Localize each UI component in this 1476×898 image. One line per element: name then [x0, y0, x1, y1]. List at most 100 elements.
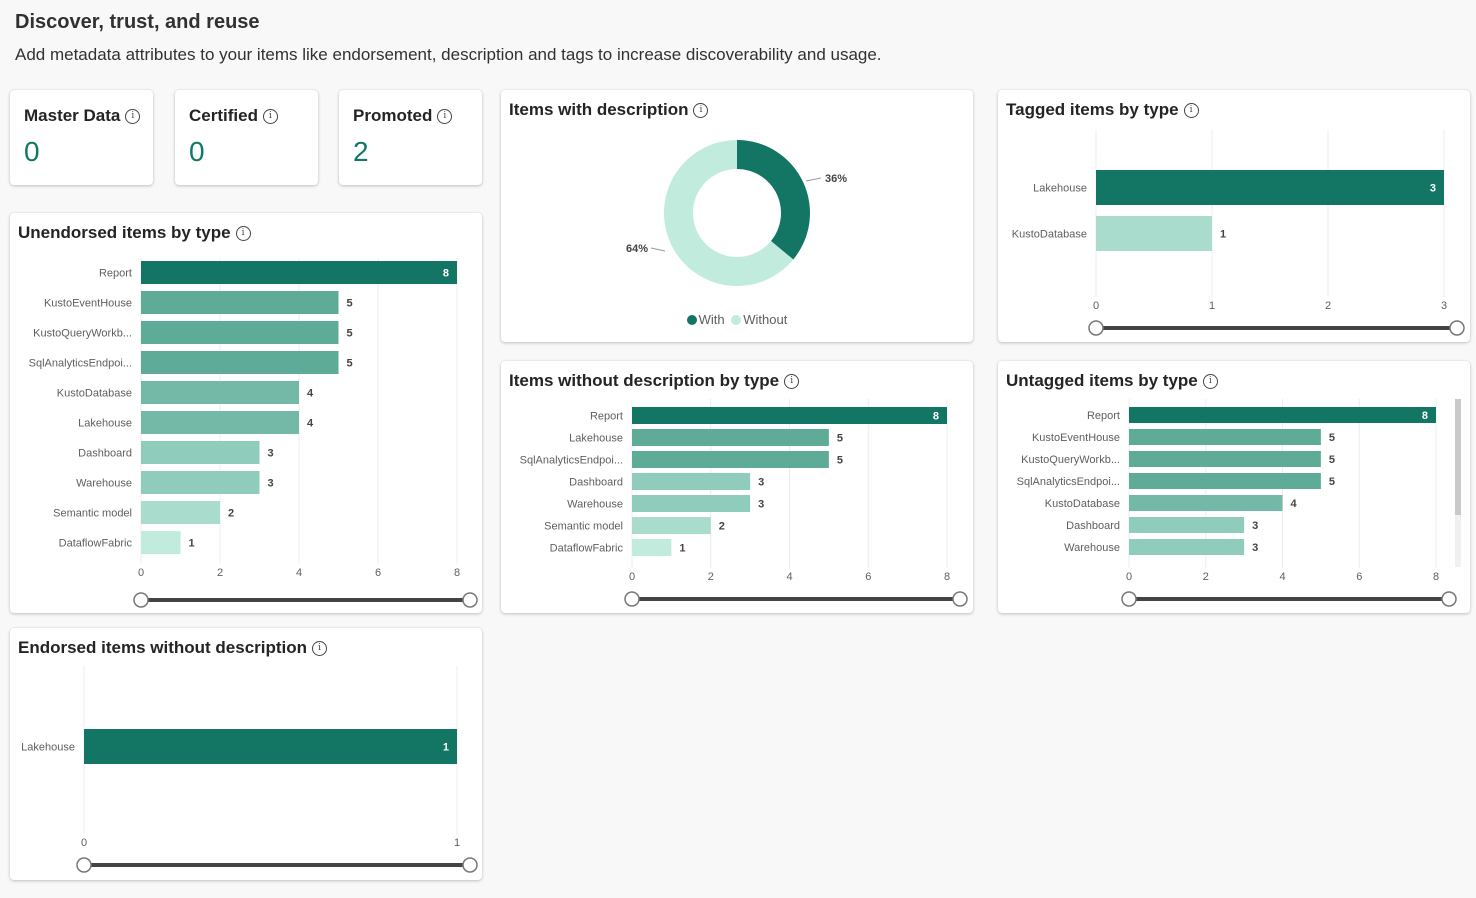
data-label: 5	[837, 433, 843, 445]
category-label: Lakehouse	[21, 742, 75, 754]
kpi-label: Promoted	[353, 106, 433, 125]
category-label: Report	[1087, 410, 1120, 422]
legend-label: Without	[743, 312, 788, 327]
range-slider-start-handle[interactable]	[1088, 320, 1104, 336]
category-label: KustoQueryWorkb...	[33, 328, 132, 340]
donut-slice-without[interactable]	[664, 140, 794, 286]
bar[interactable]	[141, 441, 260, 464]
chart-scrollbar[interactable]	[1455, 399, 1461, 567]
bar[interactable]	[1096, 216, 1212, 251]
data-label: 3	[268, 448, 274, 460]
bar[interactable]	[632, 495, 751, 512]
range-slider-end-handle[interactable]	[952, 591, 968, 607]
bar[interactable]	[141, 351, 339, 374]
range-slider-start-handle[interactable]	[1121, 591, 1137, 607]
category-label: SqlAnalyticsEndpoi...	[520, 455, 623, 467]
info-icon[interactable]: i	[1183, 102, 1199, 118]
scrollbar-thumb[interactable]	[1455, 399, 1461, 515]
kpi-card-master-data[interactable]: Master Data i 0	[10, 90, 153, 185]
range-slider-end-handle[interactable]	[462, 592, 478, 608]
info-icon[interactable]: i	[784, 373, 800, 389]
x-tick-label: 1	[454, 837, 460, 849]
bar[interactable]	[141, 411, 299, 434]
category-label: Dashboard	[1066, 520, 1120, 532]
bar[interactable]	[141, 261, 457, 284]
category-label: Dashboard	[569, 477, 623, 489]
tagged-items-card[interactable]: Tagged items by type i 0 1 2 3 Lakehouse 3 Kust…	[998, 90, 1470, 342]
data-label: 5	[347, 358, 353, 370]
range-slider-start-handle[interactable]	[76, 857, 92, 873]
legend-dot-icon	[686, 315, 697, 325]
kpi-card-certified[interactable]: Certified i 0	[175, 90, 318, 185]
bar[interactable]	[632, 539, 672, 556]
info-icon[interactable]: i	[437, 108, 453, 124]
data-label: 4	[307, 418, 314, 430]
kpi-label: Master Data	[24, 106, 121, 125]
bar[interactable]	[84, 729, 457, 764]
x-tick-label: 2	[1203, 571, 1209, 583]
bar-chart: 0 1 Lakehouse 1	[21, 666, 478, 873]
bar[interactable]	[632, 407, 947, 424]
range-slider-end-handle[interactable]	[462, 857, 478, 873]
untagged-items-card[interactable]: Untagged items by type i 0 2 4 6 8 Report 8 Kust…	[998, 361, 1470, 613]
bar[interactable]	[1129, 495, 1283, 511]
chart-title: Endorsed items without description	[18, 638, 308, 657]
bar[interactable]	[141, 291, 339, 314]
endorsed-without-description-card[interactable]: Endorsed items without description i 0 1 La…	[10, 628, 482, 880]
data-label: 8	[933, 411, 939, 423]
info-icon[interactable]: i	[125, 108, 141, 124]
x-tick-label: 0	[138, 567, 144, 579]
info-icon[interactable]: i	[1202, 373, 1218, 389]
legend-item-without[interactable]: Without	[731, 312, 787, 327]
bar[interactable]	[141, 471, 260, 494]
bar[interactable]	[1096, 170, 1444, 205]
items-with-description-card[interactable]: Items with description i 36% 64% With With…	[501, 90, 973, 342]
category-label: Lakehouse	[569, 433, 623, 445]
x-tick-label: 6	[865, 571, 871, 583]
info-icon[interactable]: i	[262, 108, 278, 124]
data-label: 3	[1430, 183, 1436, 195]
data-label: 5	[1329, 432, 1335, 444]
data-label: 2	[228, 508, 234, 520]
bar[interactable]	[632, 429, 829, 446]
data-label: 1	[189, 538, 195, 550]
bar[interactable]	[141, 501, 220, 524]
data-label: 36%	[825, 173, 847, 185]
x-tick-label: 2	[708, 571, 714, 583]
data-label: 1	[1220, 229, 1226, 241]
info-icon[interactable]: i	[693, 102, 709, 118]
range-slider-end-handle[interactable]	[1449, 320, 1465, 336]
bar[interactable]	[1129, 451, 1321, 467]
kpi-value: 0	[24, 136, 40, 167]
range-slider-start-handle[interactable]	[133, 592, 149, 608]
donut-slice-with[interactable]	[737, 140, 810, 260]
data-label: 3	[1252, 520, 1258, 532]
bar[interactable]	[141, 531, 181, 554]
category-label: Report	[99, 268, 132, 280]
bar[interactable]	[1129, 539, 1245, 555]
info-icon[interactable]: i	[235, 225, 251, 241]
x-tick-label: 2	[1325, 300, 1331, 312]
items-without-description-card[interactable]: Items without description by type i 0 2 4 6 8…	[501, 361, 973, 613]
bar[interactable]	[632, 517, 711, 534]
kpi-card-promoted[interactable]: Promoted i 2	[339, 90, 482, 185]
bar[interactable]	[141, 381, 299, 404]
range-slider-start-handle[interactable]	[624, 591, 640, 607]
bar[interactable]	[1129, 473, 1321, 489]
bar[interactable]	[632, 473, 751, 490]
bar[interactable]	[1129, 517, 1245, 533]
legend-item-with[interactable]: With	[686, 312, 725, 327]
data-label: 3	[1252, 542, 1258, 554]
range-slider-end-handle[interactable]	[1441, 591, 1457, 607]
data-label: 3	[758, 499, 764, 511]
bar[interactable]	[1129, 407, 1436, 423]
unendorsed-items-card[interactable]: Unendorsed items by type i 0 2 4 6 8 Report 8 Ku…	[10, 213, 482, 613]
category-label: Semantic model	[544, 521, 623, 533]
page-subtitle: Add metadata attributes to your items li…	[15, 45, 882, 64]
x-tick-label: 0	[1126, 571, 1132, 583]
bar[interactable]	[632, 451, 829, 468]
bar[interactable]	[141, 321, 339, 344]
x-tick-label: 4	[1279, 571, 1285, 583]
info-icon[interactable]: i	[312, 640, 328, 656]
bar[interactable]	[1129, 429, 1321, 445]
